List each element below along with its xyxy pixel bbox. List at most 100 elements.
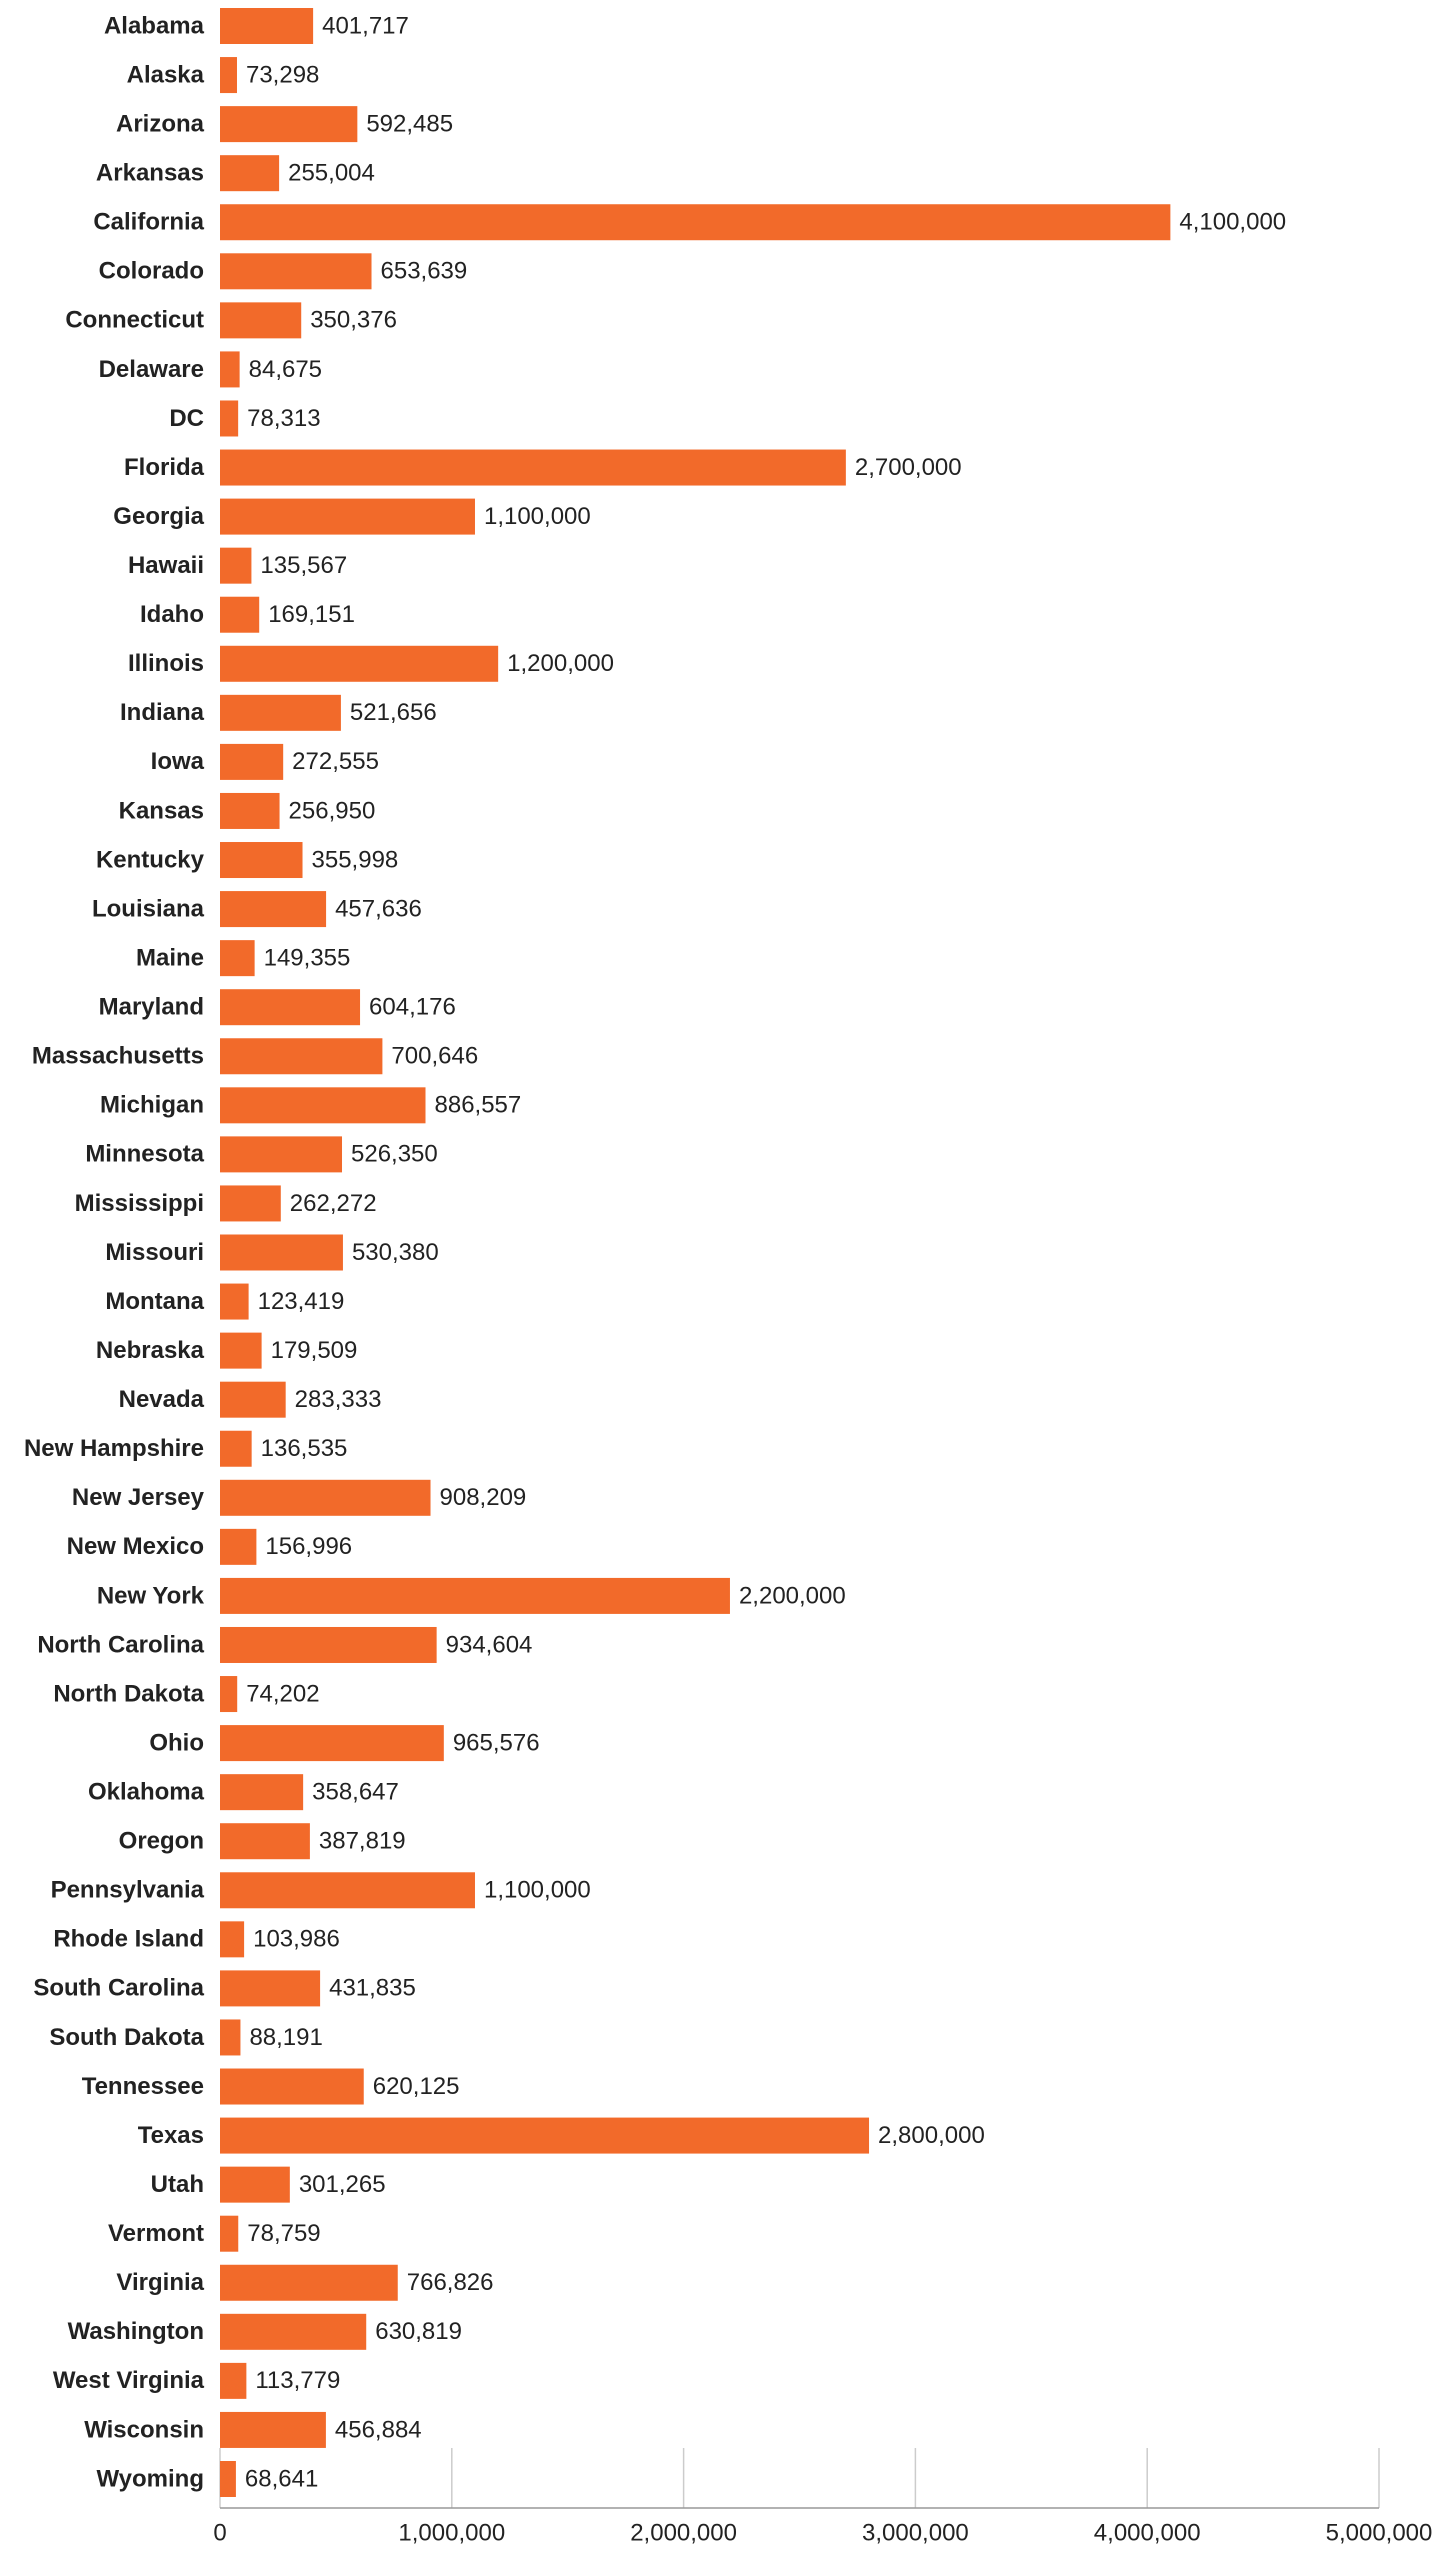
- y-tick-label: Montana: [105, 1288, 204, 1315]
- y-tick-label: North Dakota: [53, 1680, 204, 1707]
- value-label: 262,272: [290, 1190, 377, 1217]
- bar: [220, 2362, 247, 2399]
- y-tick-label: Pennsylvania: [51, 1877, 205, 1904]
- bar: [220, 1921, 245, 1958]
- y-tick-label: Idaho: [140, 601, 204, 628]
- y-tick-label: Arizona: [116, 110, 205, 137]
- value-label: 103,986: [253, 1926, 340, 1953]
- y-tick-label: Texas: [138, 2122, 204, 2149]
- x-tick-label: 3,000,000: [862, 2519, 969, 2546]
- value-label: 387,819: [319, 1828, 406, 1855]
- x-tick-label: 0: [213, 2519, 226, 2546]
- bar: [220, 1577, 730, 1614]
- bar: [220, 2117, 870, 2154]
- value-label: 256,950: [289, 797, 376, 824]
- value-label: 283,333: [295, 1386, 382, 1413]
- bar: [220, 1823, 310, 1860]
- bar: [220, 1234, 343, 1271]
- value-label: 401,717: [322, 12, 409, 39]
- y-tick-label: Rhode Island: [53, 1926, 204, 1953]
- bar: [220, 2019, 241, 2056]
- value-label: 526,350: [351, 1141, 438, 1168]
- y-tick-label: Missouri: [105, 1239, 204, 1266]
- y-tick-label: Louisiana: [92, 895, 205, 922]
- bar: [220, 155, 280, 192]
- bar: [220, 1626, 437, 1663]
- value-label: 255,004: [288, 160, 375, 187]
- bar: [220, 1970, 321, 2007]
- bar: [220, 1676, 238, 1713]
- x-tick-label: 5,000,000: [1326, 2519, 1433, 2546]
- value-label: 521,656: [350, 699, 437, 726]
- y-tick-label: Kansas: [119, 797, 204, 824]
- y-tick-label: North Carolina: [37, 1631, 204, 1658]
- y-tick-label: Massachusetts: [32, 1043, 204, 1070]
- bar: [220, 57, 237, 94]
- value-label: 620,125: [373, 2073, 460, 2100]
- y-tick-label: Utah: [151, 2171, 204, 2198]
- bar: [220, 1774, 304, 1811]
- y-tick-label: Alabama: [104, 12, 205, 39]
- bar: [220, 1283, 249, 1320]
- value-label: 1,100,000: [484, 503, 591, 530]
- bar: [220, 2215, 239, 2252]
- value-label: 84,675: [249, 356, 322, 383]
- value-label: 908,209: [440, 1484, 527, 1511]
- y-tick-label: Maryland: [99, 994, 204, 1021]
- bar: [220, 1332, 262, 1369]
- y-tick-label: Tennessee: [82, 2073, 204, 2100]
- value-label: 592,485: [366, 110, 453, 137]
- bar: [220, 2461, 236, 2497]
- y-tick-label: Maine: [136, 944, 204, 971]
- bar: [220, 842, 303, 879]
- bar: [220, 1725, 444, 1762]
- x-tick-label: 2,000,000: [630, 2519, 737, 2546]
- bar: [220, 498, 475, 535]
- bar: [220, 400, 239, 437]
- bar: [220, 694, 341, 731]
- x-tick-label: 4,000,000: [1094, 2519, 1201, 2546]
- bar: [220, 106, 358, 143]
- value-label: 350,376: [310, 307, 397, 334]
- value-label: 74,202: [246, 1680, 319, 1707]
- value-label: 456,884: [335, 2416, 422, 2443]
- value-label: 934,604: [446, 1631, 533, 1658]
- value-label: 149,355: [264, 944, 351, 971]
- y-tick-label: South Dakota: [49, 2024, 204, 2051]
- value-label: 301,265: [299, 2171, 386, 2198]
- bar: [220, 1872, 475, 1909]
- value-label: 1,100,000: [484, 1877, 591, 1904]
- value-label: 135,567: [260, 552, 347, 579]
- value-label: 179,509: [271, 1337, 358, 1364]
- y-tick-label: Wisconsin: [84, 2416, 204, 2443]
- x-tick-label: 1,000,000: [398, 2519, 505, 2546]
- y-tick-label: Nebraska: [96, 1337, 205, 1364]
- value-label: 355,998: [312, 846, 399, 873]
- bar: [220, 1381, 286, 1418]
- y-tick-label: Wyoming: [96, 2465, 204, 2492]
- value-label: 113,779: [255, 2367, 340, 2394]
- y-tick-label: Florida: [124, 454, 205, 481]
- value-label: 431,835: [329, 1975, 416, 2002]
- value-label: 123,419: [258, 1288, 345, 1315]
- value-label: 78,759: [247, 2220, 320, 2247]
- value-label: 68,641: [245, 2465, 318, 2492]
- y-tick-label: Oregon: [119, 1828, 204, 1855]
- y-tick-label: Michigan: [100, 1092, 204, 1119]
- value-label: 653,639: [381, 258, 468, 285]
- value-label: 766,826: [407, 2269, 494, 2296]
- y-tick-label: Iowa: [151, 748, 205, 775]
- y-tick-label: Vermont: [108, 2220, 204, 2247]
- y-tick-label: Colorado: [99, 258, 204, 285]
- y-tick-label: Oklahoma: [88, 1779, 205, 1806]
- bar: [220, 1038, 383, 1075]
- y-tick-label: Indiana: [120, 699, 205, 726]
- bar: [220, 204, 1171, 241]
- bar: [220, 2166, 290, 2203]
- bar: [220, 8, 314, 44]
- value-label: 886,557: [435, 1092, 522, 1119]
- y-tick-label: Minnesota: [85, 1141, 204, 1168]
- value-label: 700,646: [391, 1043, 478, 1070]
- value-label: 630,819: [375, 2318, 462, 2345]
